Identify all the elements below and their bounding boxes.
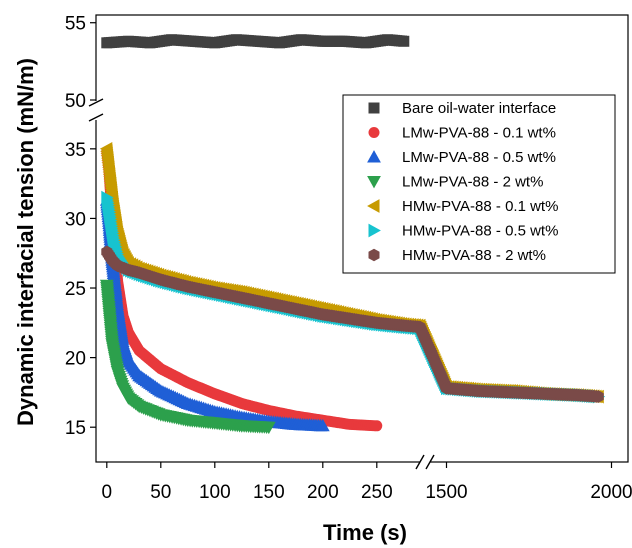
legend-marker (367, 150, 381, 163)
data-point (261, 421, 276, 435)
x-axis-ticks: 0 50 100 150 200 250 1500 2000 (102, 462, 632, 503)
legend-box (342, 94, 616, 274)
legend: Bare oil-water interface LMw-PVA-88 - 0.1… (342, 94, 616, 274)
legend-label: HMw-PVA-88 - 2 wt% (402, 247, 546, 264)
x-tick-label: 250 (361, 482, 393, 503)
y-tick-label: 55 (65, 14, 86, 35)
x-axis-break-mark (425, 454, 435, 470)
x-tick-label: 2000 (590, 482, 632, 503)
x-tick-label: 100 (199, 482, 231, 503)
y-axis-ticks: 15 20 25 30 35 50 55 (65, 14, 96, 439)
legend-label: HMw-PVA-88 - 0.1 wt% (402, 198, 558, 215)
x-tick-label: 0 (102, 482, 113, 503)
legend-marker (368, 127, 380, 138)
y-tick-label: 15 (65, 418, 86, 439)
data-point (371, 420, 383, 432)
series-1 (101, 34, 410, 49)
data-point (592, 390, 604, 403)
plot-frame (88, 14, 629, 470)
legend-marker (367, 176, 381, 189)
legend-label: HMw-PVA-88 - 0.5 wt% (402, 223, 558, 240)
y-tick-label: 30 (65, 209, 86, 230)
y-tick-label: 50 (65, 91, 86, 112)
x-axis-break-gap (420, 456, 430, 468)
legend-label: LMw-PVA-88 - 0.5 wt% (402, 149, 556, 166)
y-tick-label: 25 (65, 279, 86, 300)
y-tick-label: 20 (65, 349, 86, 370)
plot-border (95, 14, 629, 463)
y-axis-break-mark (88, 98, 104, 107)
legend-label: Bare oil-water interface (402, 100, 556, 117)
x-tick-label: 200 (307, 482, 339, 503)
data-markers (99, 34, 606, 435)
x-axis-break-mark (415, 454, 425, 470)
x-tick-label: 150 (253, 482, 285, 503)
x-tick-label: 50 (150, 482, 171, 503)
y-axis-break-mark (88, 113, 104, 122)
legend-marker (367, 199, 380, 213)
y-tick-label: 35 (65, 140, 86, 161)
series-4 (99, 279, 276, 435)
y-axis-title: Dynamic interfacial tension (mN/m) (13, 58, 38, 426)
legend-marker (368, 223, 381, 238)
data-point (398, 35, 410, 47)
legend-label: LMw-PVA-88 - 2 wt% (402, 174, 543, 191)
legend-marker (368, 248, 380, 262)
legend-label: LMw-PVA-88 - 0.1 wt% (402, 125, 556, 142)
legend-marker (368, 102, 380, 114)
x-tick-label: 1500 (425, 482, 467, 503)
data-point (315, 418, 330, 432)
x-axis-title: Time (s) (323, 520, 407, 545)
series-7 (101, 245, 604, 403)
